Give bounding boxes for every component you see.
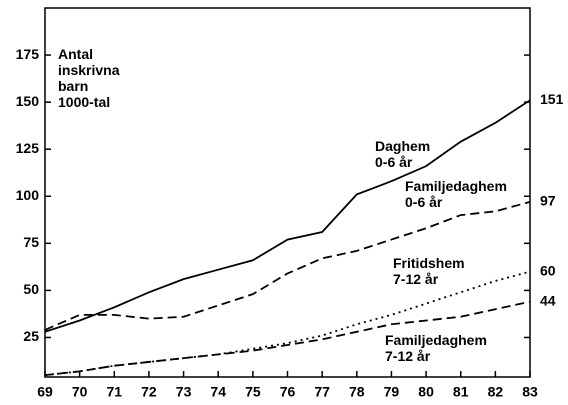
x-tick-label: 69 [37, 384, 53, 400]
y-tick-label: 50 [23, 281, 39, 297]
end-value-label: 151 [540, 91, 564, 107]
end-value-label: 44 [540, 292, 556, 308]
y-tick-label: 75 [23, 234, 39, 250]
x-tick-label: 72 [141, 384, 157, 400]
x-tick-label: 70 [72, 384, 88, 400]
end-value-label: 60 [540, 262, 556, 278]
x-tick-label: 76 [280, 384, 296, 400]
series-label: Familjedaghem 7-12 år [385, 332, 487, 364]
series-label: Daghem 0-6 år [375, 138, 431, 170]
x-tick-label: 73 [176, 384, 192, 400]
y-axis-label: Antal inskrivna barn 1000-tal [58, 46, 120, 110]
y-tick-label: 175 [16, 46, 40, 62]
x-tick-label: 75 [245, 384, 261, 400]
x-tick-label: 77 [314, 384, 330, 400]
series-label: Fritidshem 7-12 år [393, 255, 465, 287]
x-tick-label: 78 [349, 384, 365, 400]
end-value-label: 97 [540, 193, 556, 209]
x-tick-label: 71 [106, 384, 122, 400]
x-tick-label: 80 [418, 384, 434, 400]
x-tick-label: 81 [453, 384, 469, 400]
y-tick-label: 100 [16, 187, 40, 203]
x-tick-label: 83 [522, 384, 538, 400]
x-tick-label: 79 [384, 384, 400, 400]
x-tick-label: 82 [488, 384, 504, 400]
y-tick-label: 125 [16, 140, 40, 156]
series-line [44, 300, 531, 377]
y-tick-label: 150 [16, 93, 40, 109]
x-tick-label: 74 [210, 384, 226, 400]
series-line [44, 201, 531, 331]
y-tick-label: 25 [23, 328, 39, 344]
series-line [44, 99, 531, 333]
series-label: Familjedaghem 0-6 år [405, 178, 507, 210]
